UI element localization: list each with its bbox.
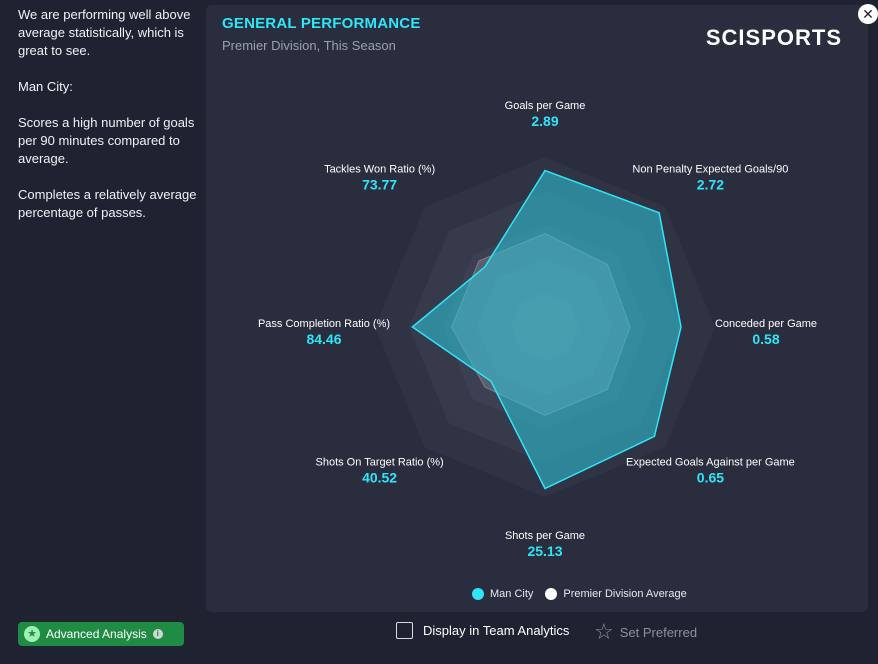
display-in-team-analytics-checkbox[interactable] [396,622,413,639]
close-icon[interactable]: ✕ [858,4,878,24]
legend: Man City Premier Division Average [472,588,699,600]
radar-metric-label: Shots per Game [505,530,585,542]
summary-paragraph: Man City: [18,79,73,94]
legend-average-dot [545,588,558,600]
star-badge-icon: ★ [24,626,40,642]
advanced-analysis-label: Advanced Analysis [46,627,147,641]
radar-metric-value: 25.13 [527,543,562,559]
summary-pane: We are performing well above average sta… [0,0,200,664]
radar-metric-label: Goals per Game [505,100,586,112]
legend-item-team: Man City [472,588,533,600]
radar-metric-value: 0.58 [752,331,779,347]
info-icon[interactable]: i [152,629,163,639]
advanced-analysis-button[interactable]: ★ Advanced Analysis i [18,622,184,646]
star-outline-icon: ☆ [594,619,614,644]
radar-metric-label: Tackles Won Ratio (%) [324,164,435,176]
radar-metric-value: 2.89 [531,113,558,129]
radar-metric-value: 73.77 [362,177,397,193]
radar-metric-label: Non Penalty Expected Goals/90 [632,164,788,176]
radar-team-area [411,169,682,490]
summary-paragraph: Scores a high number of goals per 90 min… [18,115,195,166]
summary-text: We are performing well above average sta… [18,6,200,240]
panel-title: GENERAL PERFORMANCE [222,15,421,32]
legend-team-label: Man City [490,588,534,600]
radar-metric-value: 0.65 [697,469,724,485]
legend-average-label: Premier Division Average [563,588,687,600]
panel-subtitle: Premier Division, This Season [222,38,396,53]
radar-metric-label: Conceded per Game [715,318,817,330]
radar-metric-label: Pass Completion Ratio (%) [258,318,390,330]
radar-metric-value: 40.52 [362,469,397,485]
radar-metric-label: Expected Goals Against per Game [626,456,795,468]
radar-metric-value: 84.46 [306,331,341,347]
legend-team-dot [472,588,484,600]
set-preferred-button[interactable]: ☆ Set Preferred [594,621,697,643]
set-preferred-label: Set Preferred [619,624,698,640]
display-in-team-analytics-toggle[interactable]: Display in Team Analytics [396,622,569,639]
scisports-logo: SCISPORTS [705,25,842,50]
radar-metric-value: 2.72 [697,177,724,193]
legend-item-average: Premier Division Average [545,588,687,600]
summary-paragraph: Completes a relatively average percentag… [18,187,197,220]
display-in-team-analytics-label: Display in Team Analytics [423,623,570,638]
summary-paragraph: We are performing well above average sta… [18,7,191,58]
radar-metric-label: Shots On Target Ratio (%) [316,456,444,468]
